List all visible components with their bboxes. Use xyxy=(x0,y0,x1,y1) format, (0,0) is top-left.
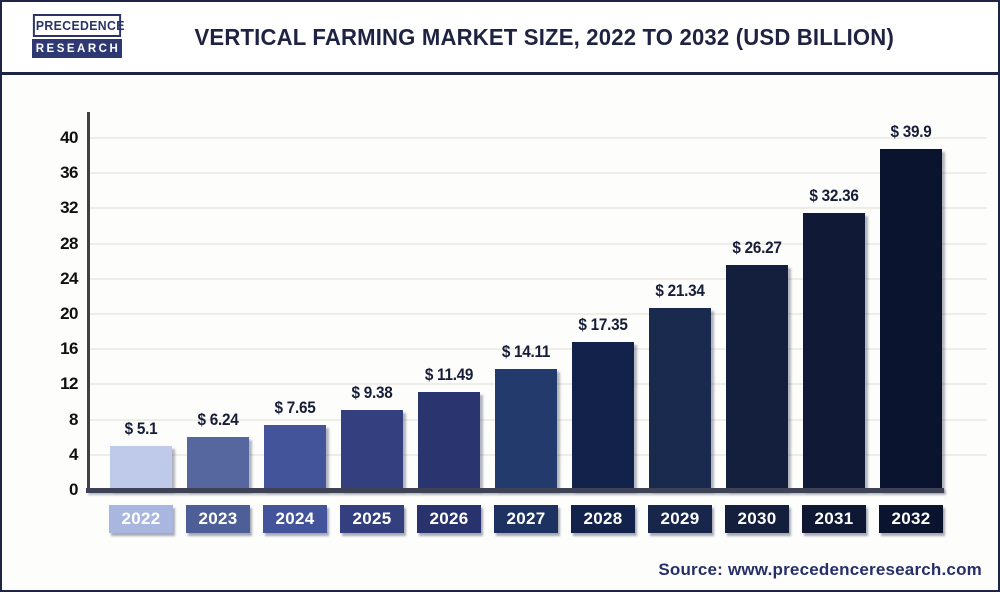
bar-value-label-2029: $ 21.34 xyxy=(655,281,705,300)
y-tick-label-8: 8 xyxy=(69,409,78,429)
x-tick-box-2031: 2031 xyxy=(802,505,866,533)
bar-2026 xyxy=(418,392,480,490)
bar-2028 xyxy=(572,342,634,490)
bar-value-label-2031: $ 32.36 xyxy=(809,186,859,205)
x-tick-box-2024: 2024 xyxy=(263,505,327,533)
gridline-y-24 xyxy=(90,277,987,280)
gridline-y-16 xyxy=(90,348,987,351)
y-tick-label-28: 28 xyxy=(60,233,78,253)
x-tick-box-2032: 2032 xyxy=(879,505,943,533)
source-credit: Source: www.precedenceresearch.com xyxy=(658,560,982,579)
bar-value-label-2025: $ 9.38 xyxy=(351,383,393,402)
gridline-y-28 xyxy=(90,242,987,245)
chart-title: VERTICAL FARMING MARKET SIZE, 2022 TO 20… xyxy=(194,23,895,50)
header: PRECEDENCE RESEARCH VERTICAL FARMING MAR… xyxy=(2,2,998,75)
bar-value-label-2030: $ 26.27 xyxy=(732,238,782,257)
x-tick-box-2030: 2030 xyxy=(725,505,789,533)
y-tick-label-12: 12 xyxy=(60,374,78,394)
bar-2023 xyxy=(187,437,249,490)
bar-value-label-2026: $ 11.49 xyxy=(424,365,474,384)
gridline-y-36 xyxy=(90,172,987,175)
y-tick-label-24: 24 xyxy=(60,268,78,288)
y-tick-label-32: 32 xyxy=(60,198,78,218)
y-tick-label-40: 40 xyxy=(60,128,78,147)
x-tick-box-2027: 2027 xyxy=(494,505,558,533)
x-tick-box-2028: 2028 xyxy=(571,505,635,533)
y-tick-label-0: 0 xyxy=(69,480,78,499)
bar-2025 xyxy=(341,410,403,490)
x-tick-box-2029: 2029 xyxy=(648,505,712,533)
bar-2024 xyxy=(264,425,326,490)
logo-research-text: RESEARCH xyxy=(32,39,122,58)
y-axis-line xyxy=(87,112,90,492)
x-tick-box-2025: 2025 xyxy=(340,505,404,533)
bar-2027 xyxy=(495,369,557,490)
y-tick-label-36: 36 xyxy=(60,163,78,183)
bar-value-label-2032: $ 39.9 xyxy=(890,122,932,141)
x-tick-box-2022: 2022 xyxy=(109,505,173,533)
y-tick-label-20: 20 xyxy=(60,304,78,323)
bar-2031 xyxy=(803,213,865,490)
bar-value-label-2022: $ 5.1 xyxy=(124,419,158,438)
gridline-y-32 xyxy=(90,207,987,210)
x-tick-box-2023: 2023 xyxy=(186,505,250,533)
bar-value-label-2028: $ 17.35 xyxy=(578,315,628,334)
precedence-research-logo: PRECEDENCE RESEARCH xyxy=(32,14,124,58)
bar-2029 xyxy=(649,308,711,490)
bar-value-label-2023: $ 6.24 xyxy=(197,410,239,429)
gridline-y-20 xyxy=(90,313,987,315)
y-tick-label-16: 16 xyxy=(60,339,78,359)
x-axis-line xyxy=(86,488,944,493)
bar-value-label-2024: $ 7.65 xyxy=(274,398,316,417)
y-tick-label-4: 4 xyxy=(69,444,78,464)
x-tick-box-2026: 2026 xyxy=(417,505,481,533)
bar-2032 xyxy=(880,149,942,490)
bar-2030 xyxy=(726,265,788,490)
logo-precedence-text: PRECEDENCE xyxy=(32,14,124,37)
bar-value-label-2027: $ 14.11 xyxy=(501,342,551,361)
gridline-y-40 xyxy=(90,137,987,139)
bar-2022 xyxy=(110,446,172,490)
